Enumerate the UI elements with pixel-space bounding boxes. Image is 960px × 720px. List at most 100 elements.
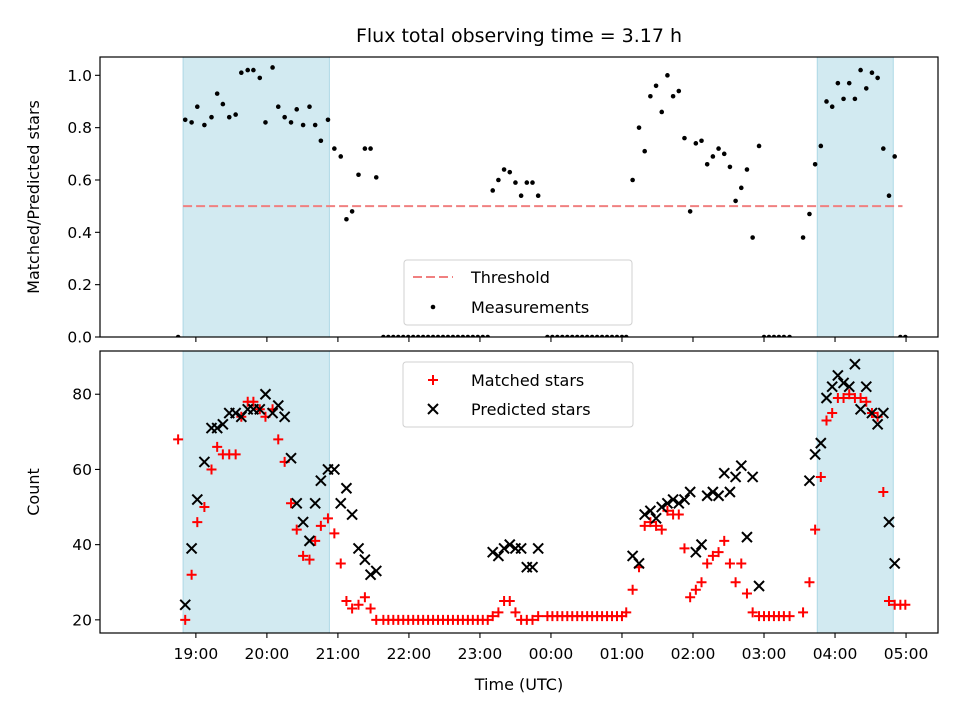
data-point <box>322 513 333 524</box>
data-point <box>875 75 880 81</box>
data-point <box>310 535 321 546</box>
data-point <box>513 180 518 185</box>
data-point <box>341 596 352 607</box>
data-point <box>335 497 347 509</box>
data-point <box>309 497 321 509</box>
data-point <box>535 193 541 198</box>
data-points <box>173 358 911 625</box>
data-point <box>278 411 291 423</box>
data-point <box>844 389 855 400</box>
data-point <box>900 599 911 610</box>
data-point <box>854 403 867 415</box>
data-point <box>186 569 197 580</box>
data-point <box>329 528 340 539</box>
data-point <box>733 198 738 204</box>
data-point <box>863 86 869 91</box>
data-point <box>298 550 309 561</box>
data-point <box>659 109 665 115</box>
data-point <box>741 588 752 599</box>
data-point <box>340 482 353 494</box>
x-tick-label: 22:00 <box>387 645 432 663</box>
data-point <box>490 188 496 193</box>
data-point <box>266 407 279 419</box>
data-point <box>226 114 232 120</box>
series-matched-stars <box>173 389 911 625</box>
data-point <box>332 146 337 151</box>
data-point <box>229 407 242 419</box>
data-point <box>832 369 844 382</box>
data-point <box>515 542 527 555</box>
data-point <box>656 501 668 513</box>
data-point <box>328 463 341 476</box>
data-point <box>263 120 268 125</box>
data-point <box>824 99 829 104</box>
data-point <box>344 216 349 222</box>
data-point <box>678 493 691 506</box>
data-point <box>510 607 521 618</box>
data-point <box>892 154 897 159</box>
data-point <box>718 467 730 479</box>
data-point <box>750 235 755 240</box>
data-point <box>636 125 642 130</box>
data-point <box>206 464 217 475</box>
data-point <box>273 434 284 445</box>
chart-title: Flux total observing time = 3.17 h <box>356 25 682 47</box>
data-point <box>690 584 701 595</box>
data-point <box>212 441 223 452</box>
data-point <box>827 408 838 419</box>
data-point <box>233 112 238 117</box>
data-point <box>704 161 710 167</box>
data-point <box>886 193 892 198</box>
data-point <box>860 381 872 393</box>
data-point <box>275 104 281 110</box>
data-point <box>690 546 702 558</box>
legend-predicted-label: Predicted stars <box>471 400 591 419</box>
data-point <box>693 141 699 146</box>
data-point <box>312 122 318 128</box>
data-point <box>185 542 198 555</box>
data-point <box>800 235 806 240</box>
data-point <box>869 70 875 76</box>
data-point <box>353 599 364 610</box>
data-point <box>881 146 886 151</box>
data-point <box>784 611 795 622</box>
data-point <box>487 546 499 558</box>
y-tick-label: 0.0 <box>67 329 92 347</box>
data-point <box>713 547 724 558</box>
data-point <box>257 75 263 81</box>
data-point <box>676 88 682 94</box>
data-point <box>239 70 244 76</box>
legend-counts: Matched stars Predicted stars <box>402 361 634 428</box>
data-point <box>695 538 708 551</box>
data-point <box>679 543 690 554</box>
data-point <box>651 520 662 531</box>
data-point <box>673 497 685 509</box>
data-point <box>843 381 855 393</box>
data-point <box>532 542 544 555</box>
data-point <box>815 437 827 449</box>
data-point <box>179 599 191 611</box>
data-point <box>837 377 850 389</box>
data-point <box>288 120 294 125</box>
data-point <box>352 542 365 555</box>
data-point <box>835 80 841 86</box>
y-axis-title: Count <box>24 468 43 516</box>
data-point <box>496 177 501 183</box>
data-point <box>756 143 762 149</box>
y-axis-title: Matched/Predicted stars <box>24 100 43 294</box>
data-point <box>248 396 259 407</box>
data-point <box>878 487 889 497</box>
legend-box <box>403 259 633 326</box>
data-point <box>365 603 376 614</box>
data-point <box>373 175 379 180</box>
data-point <box>803 475 816 487</box>
counts-panel: 20 40 60 80 19:00 20:00 21:00 22:00 23:00 00:00 01… <box>24 350 939 663</box>
data-point <box>821 415 832 426</box>
data-point <box>192 517 203 528</box>
panel-frame <box>99 350 939 634</box>
data-point <box>638 508 651 521</box>
data-point <box>852 96 858 102</box>
legend-box <box>402 361 634 428</box>
data-point <box>702 558 713 569</box>
